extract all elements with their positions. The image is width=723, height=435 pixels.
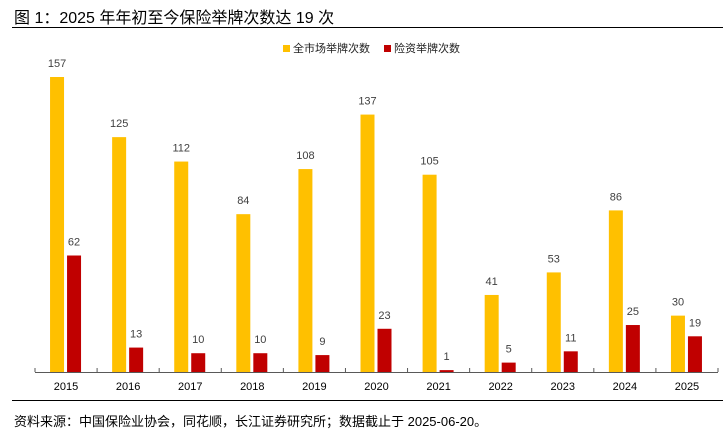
bar-insurance-2022	[501, 362, 516, 372]
value-label: 19	[689, 317, 701, 329]
value-label: 112	[172, 143, 190, 155]
bar-insurance-2016	[129, 347, 144, 372]
chart-legend: 全市场举牌次数 险资举牌次数	[283, 40, 460, 56]
value-label: 10	[192, 334, 204, 346]
bar-market-2019	[298, 169, 313, 372]
value-label: 5	[506, 344, 512, 356]
value-label: 13	[130, 329, 142, 341]
source-note: 资料来源：中国保险业协会，同花顺，长江证券研究所；数据截止于 2025-06-2…	[14, 414, 488, 429]
bar-market-2022	[484, 294, 499, 372]
footer-divider	[12, 400, 723, 401]
value-label: 25	[627, 306, 639, 318]
bar-market-2018	[236, 214, 251, 372]
title-divider	[12, 27, 723, 28]
figure-title: 图 1：2025 年年初至今保险举牌次数达 19 次	[14, 10, 335, 27]
bars-group	[50, 77, 702, 372]
legend-label-insurance: 险资举牌次数	[394, 43, 460, 55]
x-tick-label: 2022	[488, 381, 512, 393]
bar-insurance-2023	[563, 351, 578, 372]
legend-swatch-market	[283, 44, 290, 52]
value-labels-group: 157 62 125 13 112 10 84 10 108 9 137 23 105 1 41 5 53 11 8…	[48, 58, 701, 363]
value-label: 9	[319, 336, 325, 348]
value-label: 62	[68, 237, 80, 249]
value-label: 11	[565, 332, 576, 344]
bar-insurance-2019	[315, 355, 330, 372]
bar-market-2024	[608, 210, 623, 372]
x-tick-label: 2024	[613, 381, 637, 393]
value-label: 108	[296, 150, 314, 162]
bar-insurance-2017	[191, 353, 206, 372]
value-label: 30	[672, 297, 684, 309]
x-tick-label: 2016	[116, 381, 140, 393]
bar-market-2017	[174, 161, 189, 372]
x-axis: 2015 2016 2017 2018 2019 2020 2021 2022 2023 2024…	[34, 368, 719, 393]
legend-swatch-insurance	[384, 44, 391, 52]
bar-market-2021	[422, 174, 437, 372]
legend-item-insurance: 险资举牌次数	[384, 40, 460, 56]
bar-market-2020	[360, 114, 375, 372]
value-label: 41	[486, 276, 498, 288]
value-label: 86	[610, 191, 622, 203]
legend-item-market: 全市场举牌次数	[283, 40, 370, 56]
x-tick-label: 2020	[364, 381, 388, 393]
value-label: 23	[378, 310, 390, 322]
legend-label-market: 全市场举牌次数	[293, 43, 370, 55]
bar-market-2025	[670, 315, 685, 372]
bar-market-2015	[50, 77, 65, 372]
x-tick-label: 2025	[675, 381, 699, 393]
bar-insurance-2021	[439, 370, 454, 372]
bar-insurance-2015	[67, 255, 82, 372]
bar-insurance-2024	[625, 325, 640, 372]
value-label: 84	[237, 195, 249, 207]
value-label: 10	[254, 334, 266, 346]
bar-insurance-2020	[377, 328, 392, 372]
x-tick-label: 2017	[178, 381, 202, 393]
value-label: 1	[444, 351, 450, 363]
x-tick-label: 2015	[54, 381, 78, 393]
bar-market-2016	[112, 137, 127, 372]
x-tick-label: 2021	[426, 381, 450, 393]
bar-insurance-2018	[253, 353, 268, 372]
value-label: 157	[48, 58, 66, 70]
x-tick-label: 2018	[240, 381, 264, 393]
bar-insurance-2025	[687, 336, 702, 372]
bar-chart: 157 62 125 13 112 10 84 10 108 9 137 23 105 1 41 5 53 11 8…	[34, 58, 719, 393]
x-tick-label: 2019	[302, 381, 326, 393]
value-label: 105	[420, 156, 438, 168]
value-label: 53	[548, 253, 560, 265]
value-label: 137	[358, 96, 376, 108]
value-label: 125	[110, 118, 128, 130]
bar-market-2023	[546, 272, 561, 372]
x-tick-label: 2023	[551, 381, 575, 393]
